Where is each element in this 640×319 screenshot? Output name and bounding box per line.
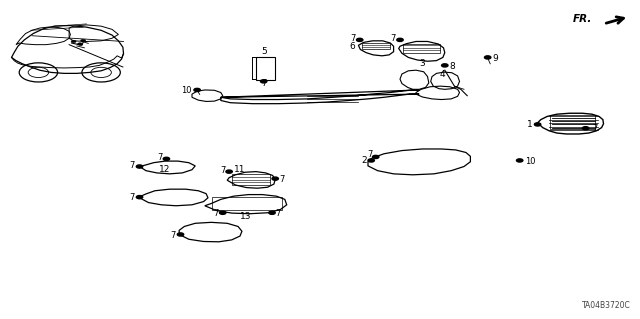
Text: 8: 8: [449, 62, 455, 71]
Text: 1: 1: [527, 120, 533, 129]
Circle shape: [372, 155, 379, 159]
Text: 5: 5: [261, 47, 266, 56]
Circle shape: [220, 211, 226, 214]
Text: FR.: FR.: [573, 14, 592, 24]
Circle shape: [163, 157, 170, 160]
Text: TA04B3720C: TA04B3720C: [582, 301, 630, 310]
Circle shape: [582, 127, 589, 130]
Circle shape: [81, 39, 86, 42]
Circle shape: [269, 211, 275, 214]
Circle shape: [136, 165, 143, 168]
Text: 7: 7: [275, 209, 280, 218]
Text: 11: 11: [234, 165, 246, 174]
Circle shape: [534, 123, 541, 126]
Text: 7: 7: [129, 193, 134, 202]
Text: 7: 7: [220, 166, 225, 175]
Circle shape: [77, 43, 83, 45]
Circle shape: [136, 196, 143, 199]
Text: 13: 13: [240, 212, 252, 221]
Text: 7: 7: [157, 153, 163, 162]
Circle shape: [484, 56, 491, 59]
Text: 10: 10: [182, 86, 192, 95]
Text: 7: 7: [171, 231, 176, 240]
Text: 7: 7: [592, 124, 597, 133]
Circle shape: [71, 40, 76, 43]
Text: 12: 12: [159, 165, 171, 174]
Circle shape: [194, 88, 200, 92]
Text: 7: 7: [390, 34, 396, 43]
Text: 7: 7: [214, 209, 219, 218]
Text: 4: 4: [439, 70, 445, 79]
Circle shape: [260, 80, 267, 83]
Circle shape: [397, 38, 403, 41]
Text: 7: 7: [261, 79, 266, 88]
Text: 7: 7: [350, 34, 355, 43]
Text: 6: 6: [349, 42, 355, 51]
Text: 7: 7: [280, 175, 285, 184]
Circle shape: [368, 159, 374, 162]
Circle shape: [442, 64, 448, 67]
Circle shape: [516, 159, 523, 162]
Circle shape: [356, 38, 363, 41]
Circle shape: [272, 177, 278, 180]
Text: 7: 7: [367, 150, 372, 159]
Text: 3: 3: [420, 59, 425, 68]
Circle shape: [177, 233, 184, 236]
Text: 9: 9: [493, 54, 499, 63]
Text: 7: 7: [129, 161, 134, 170]
Text: 10: 10: [525, 157, 535, 166]
Circle shape: [226, 170, 232, 173]
Text: 2: 2: [361, 156, 367, 165]
